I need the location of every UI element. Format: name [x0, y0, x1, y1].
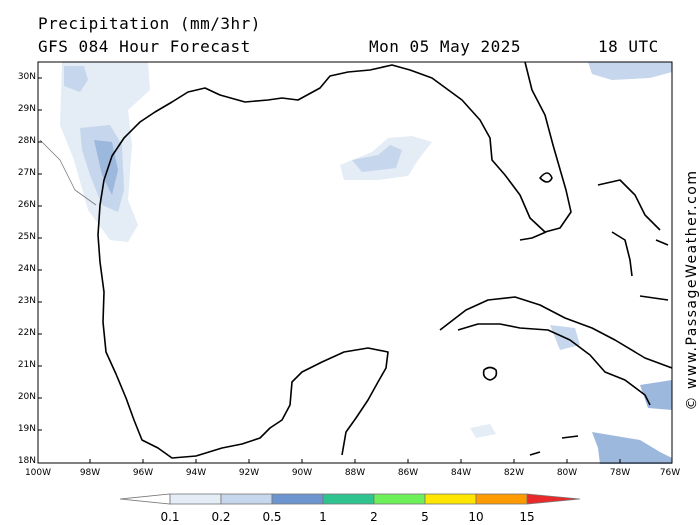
- legend-label: 0.5: [262, 510, 282, 524]
- legend-label: 0.2: [211, 510, 231, 524]
- lat-label: 27N: [17, 168, 36, 178]
- legend-swatch-1: [169, 493, 222, 505]
- legend-label: 1: [319, 510, 327, 524]
- lat-label: 26N: [17, 200, 36, 210]
- lat-label: 18N: [17, 456, 36, 466]
- lat-label: 22N: [17, 328, 36, 338]
- lat-label: 23N: [17, 296, 36, 306]
- map-frame: [37, 61, 673, 464]
- lon-label: 76W: [659, 468, 681, 478]
- lon-label: 78W: [609, 468, 631, 478]
- legend-swatch-3: [271, 493, 324, 505]
- legend-label: 15: [519, 510, 535, 524]
- legend-label: 10: [468, 510, 484, 524]
- legend-swatch-2: [220, 493, 273, 505]
- legend-label: 2: [370, 510, 378, 524]
- precip-area-small: [470, 424, 496, 438]
- legend-swatch-8: [526, 493, 581, 505]
- lon-label: 82W: [503, 468, 525, 478]
- precip-area-jamaica-south: [592, 432, 672, 464]
- coastline-isla-juventud: [482, 366, 498, 381]
- lat-label: 24N: [17, 264, 36, 274]
- coastline-jamaica: [529, 435, 579, 456]
- lat-label: 28N: [17, 136, 36, 146]
- forecast-date: Mon 05 May 2025: [369, 37, 521, 56]
- legend-bar: [119, 493, 581, 505]
- lat-label: 29N: [17, 104, 36, 114]
- coastline-gulf: [97, 61, 572, 459]
- legend-swatch-5: [373, 493, 426, 505]
- lat-label: 25N: [17, 232, 36, 242]
- lon-label: 94W: [185, 468, 207, 478]
- legend-label: 5: [421, 510, 429, 524]
- lat-label: 30N: [17, 72, 36, 82]
- lon-label: 96W: [132, 468, 154, 478]
- lon-label: 86W: [397, 468, 419, 478]
- legend-label: 0.1: [160, 510, 180, 524]
- precip-area-atlantic: [588, 62, 672, 80]
- coastline-bahamas: [597, 179, 669, 301]
- lon-label: 80W: [556, 468, 578, 478]
- legend-swatch-0: [119, 493, 171, 505]
- lon-label: 84W: [450, 468, 472, 478]
- coastline-lake-okeechobee: [539, 172, 553, 183]
- legend-swatch-6: [424, 493, 477, 505]
- lon-label: 90W: [291, 468, 313, 478]
- lat-label: 21N: [17, 360, 36, 370]
- lat-label: 19N: [17, 424, 36, 434]
- coastlines: [39, 61, 673, 459]
- forecast-model: GFS 084 Hour Forecast: [38, 37, 251, 56]
- lon-label: 88W: [344, 468, 366, 478]
- map-title: Precipitation (mm/3hr): [38, 14, 261, 33]
- lon-label: 92W: [238, 468, 260, 478]
- legend-swatch-7: [475, 493, 528, 505]
- lat-label: 20N: [17, 392, 36, 402]
- forecast-time: 18 UTC: [598, 37, 659, 56]
- lon-label: 100W: [24, 468, 52, 478]
- precip-area-central-gulf-core: [352, 145, 402, 172]
- coastline-texas-inland: [39, 139, 97, 206]
- precip-area-texas-core: [94, 140, 118, 195]
- axis-ticks: [38, 77, 621, 463]
- lon-label: 98W: [79, 468, 101, 478]
- legend-swatch-4: [322, 493, 375, 505]
- coastline-cuba: [439, 296, 673, 406]
- coastline-florida-keys: [519, 231, 547, 241]
